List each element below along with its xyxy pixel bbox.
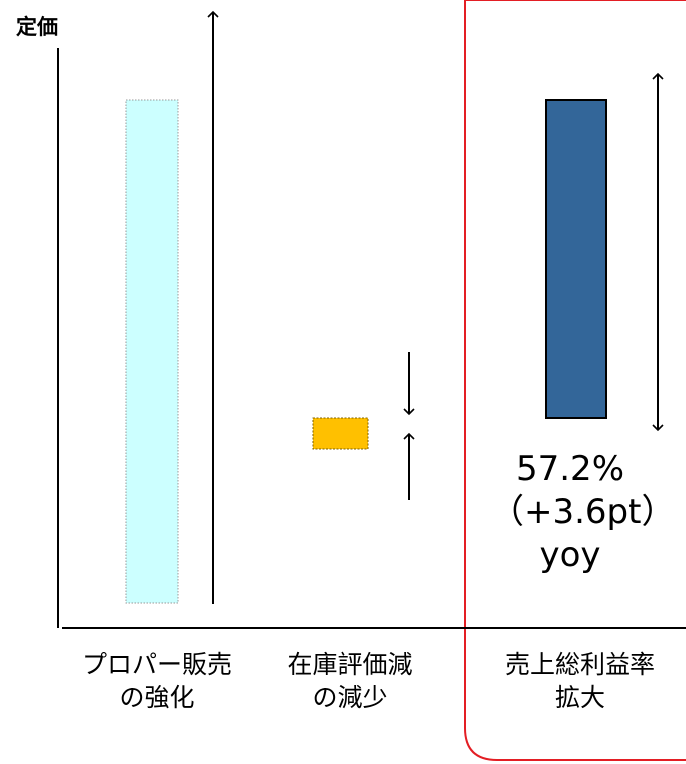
y-axis-label: 定価 <box>16 15 58 39</box>
proper-sales-bar <box>125 99 179 604</box>
gross-margin-result-text: 57.2% （+3.6pt） yoy <box>490 449 676 575</box>
category-label-proper-sales: プロパー販売 の強化 <box>81 650 232 712</box>
highlight-box <box>464 0 686 761</box>
gross-margin-bar <box>545 99 607 419</box>
category-label-inventory-writedown: 在庫評価減 の減少 <box>287 650 413 712</box>
inventory-writedown-bar <box>312 417 369 450</box>
category-label-gross-margin: 売上総利益率 拡大 <box>504 650 655 712</box>
